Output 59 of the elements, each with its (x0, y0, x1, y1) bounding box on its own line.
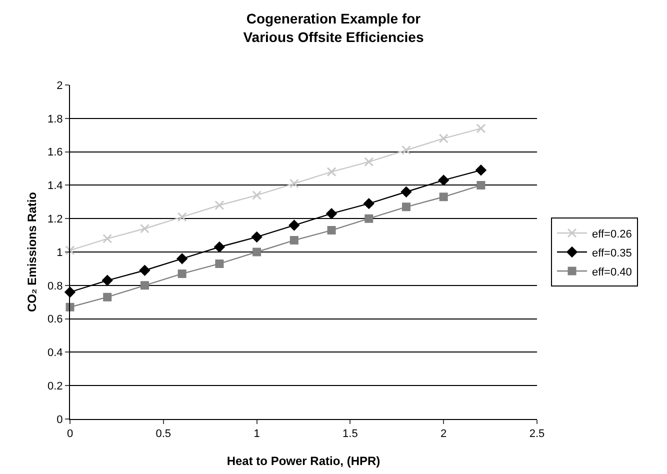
chart-title: Cogeneration Example for Various Offsite Efficiencies (243, 10, 424, 45)
y-tick-label: 0.4 (48, 347, 63, 360)
y-tick-label: 0.6 (48, 314, 63, 326)
x-tick-label: 1.5 (342, 428, 358, 440)
y-axis-title: CO₂ Emissions Ratio (25, 192, 39, 312)
point (289, 178, 299, 188)
point (214, 242, 225, 252)
point (326, 208, 337, 219)
x-axis-title: Heat to Power Ratio, (HPR) (226, 454, 380, 468)
point (326, 167, 336, 177)
point (66, 302, 74, 312)
point (102, 234, 112, 244)
point (476, 180, 486, 190)
legend-label: eff=0.35 (592, 247, 632, 260)
y-tick-label: 1.2 (48, 213, 63, 226)
point (140, 224, 150, 234)
point (176, 253, 188, 264)
point (402, 202, 410, 212)
y-tick-label: 1.8 (48, 113, 63, 126)
y-tick-label: 1.4 (48, 180, 63, 192)
point (400, 186, 412, 198)
point (364, 198, 374, 209)
x-tick-label: 2 (440, 428, 447, 440)
point (214, 200, 224, 210)
point (65, 246, 75, 256)
legend-label: eff=0.26 (592, 228, 632, 240)
point (252, 248, 262, 256)
x-tick-label: 1 (254, 428, 260, 440)
point (364, 157, 374, 167)
x-tick-label: 0.5 (156, 428, 172, 440)
point (327, 226, 336, 235)
point (215, 259, 224, 268)
legend-label: eff=0.40 (592, 266, 632, 278)
point (476, 124, 486, 134)
y-tick-label: 0.8 (48, 280, 63, 292)
point (364, 214, 374, 223)
y-tick-label: 0.2 (48, 380, 63, 392)
point (438, 134, 448, 144)
point (439, 192, 448, 202)
y-tick-label: 2 (56, 80, 63, 92)
point (401, 145, 411, 155)
y-tick-label: 0 (56, 414, 63, 426)
point (438, 174, 449, 186)
y-tick-label: 1 (56, 246, 63, 259)
point (476, 164, 486, 176)
point (252, 190, 262, 200)
point (177, 212, 187, 222)
point (139, 265, 150, 276)
x-tick-label: 0 (66, 428, 74, 440)
point (288, 220, 300, 231)
point (178, 269, 186, 278)
point (252, 232, 262, 242)
point (102, 275, 113, 286)
x-tick-label: 2.5 (529, 428, 545, 440)
y-tick-label: 1.6 (48, 146, 63, 159)
point (64, 286, 76, 298)
point (103, 292, 112, 302)
point (290, 236, 298, 245)
point (140, 281, 149, 290)
